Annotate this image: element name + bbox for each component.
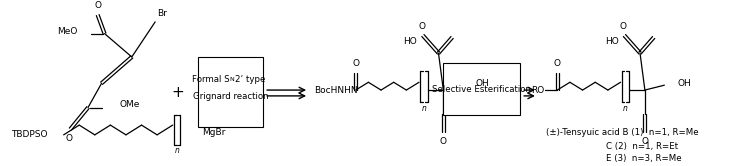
Text: HO: HO <box>404 37 417 46</box>
Text: OH: OH <box>476 79 489 88</box>
Text: MeO: MeO <box>57 27 77 36</box>
Text: O: O <box>554 59 561 68</box>
Text: C (2)  n=1, R=Et: C (2) n=1, R=Et <box>606 142 678 151</box>
Text: (±)-Tensyuic acid B (1)  n=1, R=Me: (±)-Tensyuic acid B (1) n=1, R=Me <box>545 128 698 137</box>
Text: O: O <box>620 22 627 31</box>
Text: Br: Br <box>157 9 167 18</box>
Text: E (3)  n=3, R=Me: E (3) n=3, R=Me <box>606 154 682 163</box>
Text: O: O <box>352 59 359 68</box>
Text: TBDPSO: TBDPSO <box>11 130 47 139</box>
Text: O: O <box>641 137 649 146</box>
Text: O: O <box>94 1 101 10</box>
Text: O: O <box>418 22 425 31</box>
Text: N: N <box>229 77 234 82</box>
Text: MgBr: MgBr <box>202 128 226 137</box>
Text: n: n <box>174 146 180 155</box>
Text: OMe: OMe <box>119 100 139 109</box>
Text: BocHNHN: BocHNHN <box>314 85 358 95</box>
Bar <box>198 57 263 127</box>
Text: RO: RO <box>531 85 545 95</box>
Text: OH: OH <box>677 79 691 88</box>
Bar <box>444 63 520 115</box>
Text: 2’ type: 2’ type <box>234 75 265 84</box>
Text: +: + <box>171 85 184 100</box>
Text: O: O <box>440 137 447 146</box>
Text: Grignard reaction: Grignard reaction <box>193 92 269 101</box>
Text: Selective Esterification: Selective Esterification <box>433 85 531 94</box>
Text: Formal S: Formal S <box>192 75 229 84</box>
Text: n: n <box>421 104 427 113</box>
Text: O: O <box>65 134 72 143</box>
Text: n: n <box>623 104 628 113</box>
Text: HO: HO <box>605 37 619 46</box>
